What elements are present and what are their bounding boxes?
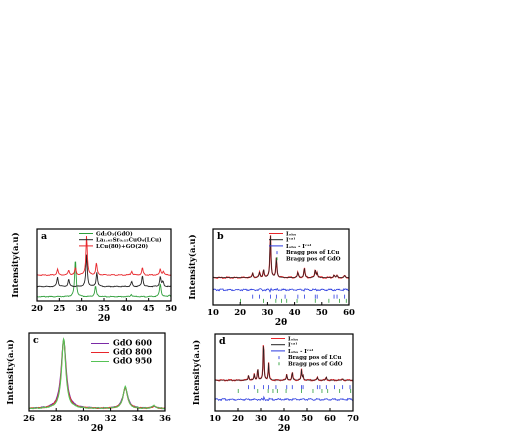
x-tick-label-c-5: 36 bbox=[159, 414, 171, 424]
legend-label-d-3: Bragg pos of LCu bbox=[288, 355, 341, 361]
x-tick-label-d-2: 30 bbox=[255, 414, 267, 424]
axes-frame-c bbox=[28, 332, 166, 412]
legend-label-c-0: GdO 600 bbox=[113, 338, 152, 348]
x-tick-label-b-4: 50 bbox=[316, 308, 328, 318]
panel-a: 20 25 30 35 40 45 50 2θ Intensity(a.u) a Gd₂O₃(GdO… bbox=[10, 228, 177, 324]
calculated-line-b bbox=[213, 235, 349, 278]
x-tick-label-b-3: 40 bbox=[289, 308, 301, 318]
legend-label-b-3: Bragg pos of LCu bbox=[286, 250, 339, 256]
legend-label-a-1: La₁.₆₅Sr₀.₁₅CuO₄(LCu) bbox=[96, 237, 162, 244]
x-tick-label-d-3: 40 bbox=[278, 414, 290, 424]
legend-label-b-4: Bragg pos of GdO bbox=[286, 256, 341, 262]
x-tick-label-a-1: 25 bbox=[53, 304, 65, 314]
plot-area-b bbox=[213, 235, 349, 303]
x-tick-label-d-5: 60 bbox=[324, 414, 336, 424]
series-line-c-3 bbox=[29, 337, 165, 410]
plot-area-d bbox=[215, 345, 353, 402]
x-axis-label-d: 2θ bbox=[278, 424, 290, 434]
y-axis-label-b: Intensity(a.u) bbox=[187, 234, 198, 299]
plot-area-c bbox=[29, 337, 165, 410]
axes-frame-b bbox=[212, 228, 350, 306]
x-tick-label-a-4: 40 bbox=[120, 304, 132, 314]
x-tick-label-d-6: 70 bbox=[347, 414, 359, 424]
x-tick-label-c-4: 34 bbox=[132, 414, 144, 424]
plot-area-a bbox=[37, 235, 171, 298]
y-axis-label-a: Intensity(a.u) bbox=[10, 232, 21, 297]
panel-letter-b: b bbox=[217, 231, 224, 242]
x-tick-label-b-0: 10 bbox=[207, 308, 219, 318]
x-axis-label-c: 2θ bbox=[91, 424, 103, 434]
x-tick-label-b-1: 20 bbox=[234, 308, 246, 318]
legend-label-d-4: Bragg pos of GdO bbox=[288, 361, 343, 367]
x-axis-label-a: 2θ bbox=[98, 314, 110, 324]
panel-letter-c: c bbox=[33, 335, 39, 346]
x-tick-label-d-4: 50 bbox=[301, 414, 313, 424]
x-tick-label-c-2: 30 bbox=[77, 414, 89, 424]
y-axis-label-c: Intensity(a.u) bbox=[5, 339, 16, 404]
panel-b: 10 20 30 40 50 60 2θ Intensity(a.u) b IₒₕₛIᶜᵃˡIₒₕ… bbox=[187, 228, 355, 328]
x-tick-label-a-2: 30 bbox=[76, 304, 88, 314]
x-tick-label-d-0: 10 bbox=[209, 414, 221, 424]
legend-label-a-2: LCu(80)+GO(20) bbox=[96, 243, 148, 250]
legend-label-b-0: Iₒₕₛ bbox=[286, 232, 296, 238]
calculated-line-d bbox=[215, 346, 353, 381]
x-tick-label-a-0: 20 bbox=[31, 304, 43, 314]
x-axis-label-b: 2θ bbox=[275, 318, 287, 328]
panel-letter-a: a bbox=[41, 231, 47, 242]
legend-label-d-1: Iᶜᵃˡ bbox=[288, 342, 297, 349]
axes-frame-d bbox=[214, 333, 354, 412]
x-tick-label-a-3: 35 bbox=[98, 304, 110, 314]
series-line-a-1 bbox=[37, 261, 171, 298]
series-line-a-2 bbox=[37, 254, 171, 288]
x-tick-label-a-6: 50 bbox=[165, 304, 177, 314]
legend-label-d-0: Iₒₕₛ bbox=[288, 337, 298, 343]
x-tick-label-c-3: 32 bbox=[105, 414, 117, 424]
panel-d: 10 20 30 40 50 60 70 2θ Intensity(a.u) d IₒₕₛIᶜᵃˡI… bbox=[191, 333, 359, 434]
panel-letter-d: d bbox=[219, 336, 226, 347]
x-tick-label-c-1: 28 bbox=[50, 414, 62, 424]
legend-label-c-2: GdO 950 bbox=[113, 356, 152, 366]
y-axis-label-d: Intensity(a.u) bbox=[191, 340, 202, 405]
legend-label-b-1: Iᶜᵃˡ bbox=[286, 237, 295, 244]
legend-label-d-2: Iₒₕₛ - Iᶜᵃˡ bbox=[288, 348, 314, 355]
x-tick-label-c-0: 26 bbox=[23, 414, 35, 424]
legend-label-c-1: GdO 800 bbox=[113, 347, 152, 357]
legend-label-b-2: Iₒₕₛ - Iᶜᵃˡ bbox=[286, 243, 312, 250]
x-tick-label-b-2: 30 bbox=[261, 308, 273, 318]
legend-label-a-0: Gd₂O₃(GdO) bbox=[96, 231, 133, 238]
x-tick-label-a-5: 45 bbox=[143, 304, 155, 314]
difference-line-b bbox=[213, 287, 349, 293]
x-tick-label-b-5: 60 bbox=[343, 308, 355, 318]
difference-line-d bbox=[215, 395, 353, 402]
x-tick-label-d-1: 20 bbox=[232, 414, 244, 424]
series-line-a-3 bbox=[37, 235, 171, 277]
